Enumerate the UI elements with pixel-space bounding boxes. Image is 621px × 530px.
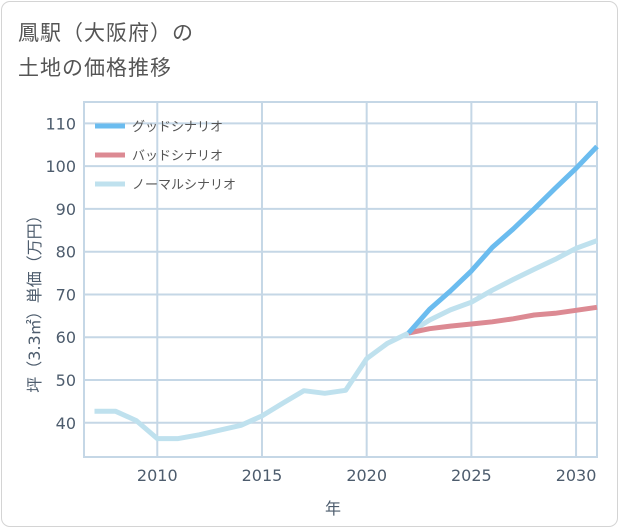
legend-label-0: グッドシナリオ (132, 120, 223, 135)
grid-lines (83, 101, 598, 458)
x-tick-label-2025: 2025 (451, 466, 492, 485)
y-tick-label-50: 50 (56, 371, 76, 390)
legend-label-1: バッドシナリオ (132, 149, 223, 164)
y-tick-label-80: 80 (56, 243, 76, 262)
series-line-1 (408, 304, 598, 336)
chart-title: 鳳駅（大阪府）の 土地の価格推移 (18, 16, 194, 86)
x-axis-label: 年 (325, 499, 341, 518)
y-axis-label: 坪（3.3㎡）単価（万円） (25, 207, 44, 392)
x-tick-label-2015: 2015 (242, 466, 283, 485)
tick-labels: 40 50 60 70 80 90 100 110 2010 2015 2020 2025 2030 (45, 114, 596, 485)
series-line-0 (406, 144, 599, 335)
x-tick-label-2010: 2010 (137, 466, 178, 485)
y-tick-label-110: 110 (45, 114, 76, 133)
chart-title-line2: 土地の価格推移 (18, 56, 172, 80)
legend-label-2: ノーマルシナリオ (132, 178, 236, 193)
y-tick-label-90: 90 (56, 200, 76, 219)
x-tick-label-2030: 2030 (556, 466, 597, 485)
plot-frame (83, 101, 598, 458)
x-tick-label-2020: 2020 (346, 466, 387, 485)
series-lines (94, 144, 599, 442)
y-tick-label-70: 70 (56, 285, 76, 304)
y-tick-label-40: 40 (56, 414, 76, 433)
y-tick-label-60: 60 (56, 328, 76, 347)
y-tick-label-100: 100 (45, 157, 76, 176)
series-line-2 (94, 238, 598, 442)
chart-title-line1: 鳳駅（大阪府）の (18, 21, 194, 45)
